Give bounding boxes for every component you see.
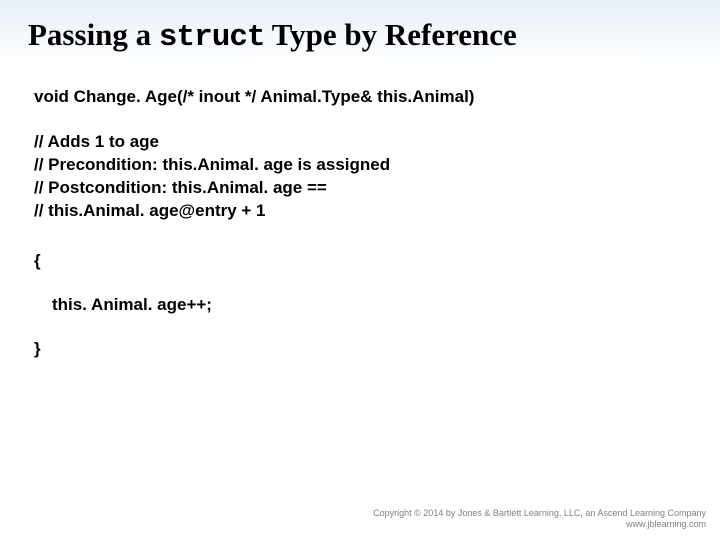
copyright-text: Copyright © 2014 by Jones & Bartlett Lea… [373,508,706,519]
comment-line: // Precondition: this.Animal. age is ass… [34,154,686,177]
title-pre: Passing a [28,17,159,52]
copyright-footer: Copyright © 2014 by Jones & Bartlett Lea… [373,508,706,531]
comment-line: // Postcondition: this.Animal. age == [34,177,686,200]
title-band: Passing a struct Type by Reference [0,0,720,69]
title-keyword: struct [159,20,265,55]
slide-content: void Change. Age(/* inout */ Animal.Type… [0,69,720,359]
footer-url: www.jblearning.com [373,519,706,530]
comment-line: // this.Animal. age@entry + 1 [34,200,686,223]
slide-title: Passing a struct Type by Reference [28,18,692,55]
title-post: Type by Reference [265,17,517,52]
open-brace: { [34,251,686,271]
comment-block: // Adds 1 to age // Precondition: this.A… [34,131,686,223]
close-brace: } [34,339,686,359]
statement: this. Animal. age++; [34,295,686,315]
function-signature: void Change. Age(/* inout */ Animal.Type… [34,87,686,107]
comment-line: // Adds 1 to age [34,131,686,154]
